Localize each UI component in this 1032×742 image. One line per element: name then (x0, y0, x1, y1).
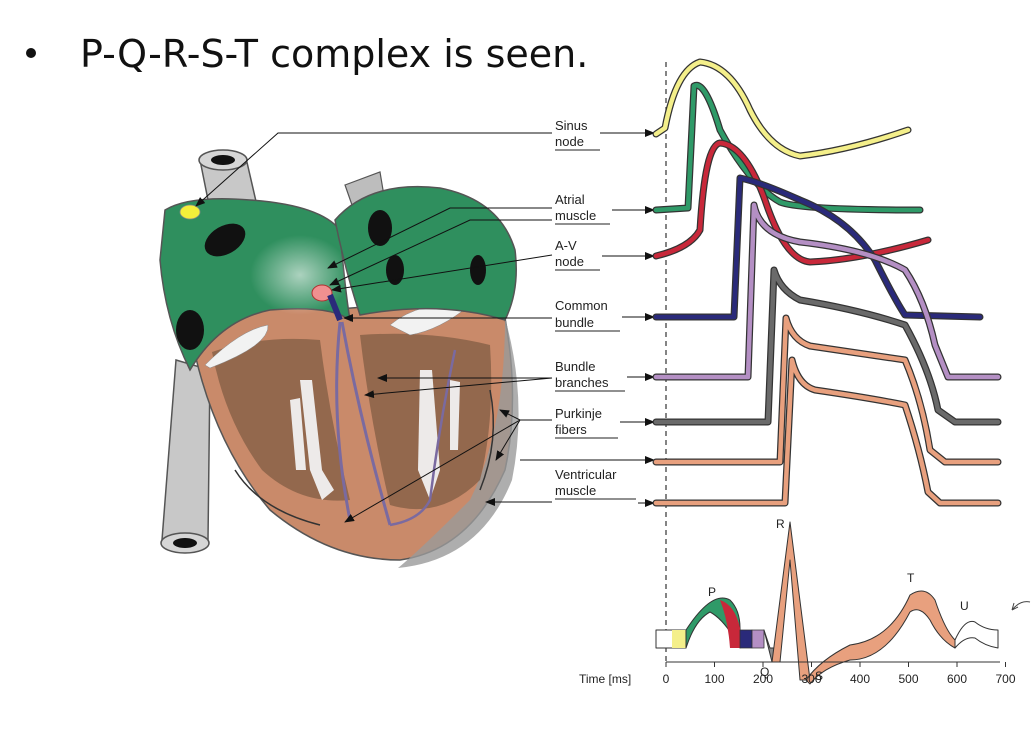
axis-tick-label: 600 (947, 672, 967, 686)
bullet-text: P-Q-R-S-T complex is seen. (80, 32, 589, 76)
label-sinus-node-1: Sinus (555, 118, 588, 133)
ap-av-node (653, 140, 931, 265)
ecg-label-r: R (776, 517, 785, 531)
ecg-label-s: S (815, 669, 823, 683)
time-axis: Time [ms] 0 100 200 300 400 500 600 700 (579, 661, 1016, 686)
label-ventricular-muscle-2: muscle (555, 483, 596, 498)
axis-tick-label: 200 (753, 672, 773, 686)
label-sinus-node-2: node (555, 134, 584, 149)
ecg-label-q: Q (760, 665, 769, 679)
label-atrial-muscle-2: muscle (555, 208, 596, 223)
label-av-node-2: node (555, 254, 584, 269)
label-ventricular-muscle-1: Ventricular (555, 467, 617, 482)
heart-pointer-arrows (195, 132, 553, 523)
waveform-arrows (520, 129, 655, 507)
axis-tick-label: 100 (704, 672, 724, 686)
ecg-label-u: U (960, 599, 969, 613)
label-common-bundle-2: bundle (555, 315, 594, 330)
bullet-point: P-Q-R-S-T complex is seen. (26, 32, 588, 76)
ecg-label-t: T (907, 571, 915, 585)
handwritten-arrow (1011, 601, 1031, 611)
label-bundle-branches-2: branches (555, 375, 609, 390)
ap-ventricular-muscle-2 (653, 357, 1001, 506)
bullet-dot (26, 47, 36, 58)
ap-bundle-branches (653, 202, 1001, 380)
label-common-bundle-1: Common (555, 298, 608, 313)
label-purkinje-fibers-2: fibers (555, 422, 587, 437)
axis-tick-label: 400 (850, 672, 870, 686)
axis-tick-label: 500 (898, 672, 918, 686)
ap-sinus-node (653, 59, 911, 159)
action-potentials (652, 58, 1002, 507)
axis-label: Time [ms] (579, 672, 631, 686)
heart-illustration (159, 149, 519, 568)
ecg-trace: P Q R S T U (655, 517, 999, 685)
axis-tick-label: 0 (663, 672, 670, 686)
ap-common-bundle (653, 175, 983, 320)
ap-purkinje-fibers (653, 267, 1001, 425)
label-atrial-muscle-1: Atrial (555, 192, 585, 207)
label-purkinje-fibers-1: Purkinje (555, 406, 602, 421)
ap-ventricular-muscle-1 (653, 315, 1001, 465)
structure-labels: Sinus node Atrial muscle A-V node Common… (555, 118, 636, 500)
ap-ventricular-muscle-2-outline (652, 356, 1002, 507)
label-bundle-branches-1: Bundle (555, 359, 595, 374)
axis-tick-label: 300 (801, 672, 821, 686)
axis-tick-label: 700 (995, 672, 1015, 686)
label-av-node-1: A-V (555, 238, 577, 253)
ecg-label-p: P (708, 585, 716, 599)
